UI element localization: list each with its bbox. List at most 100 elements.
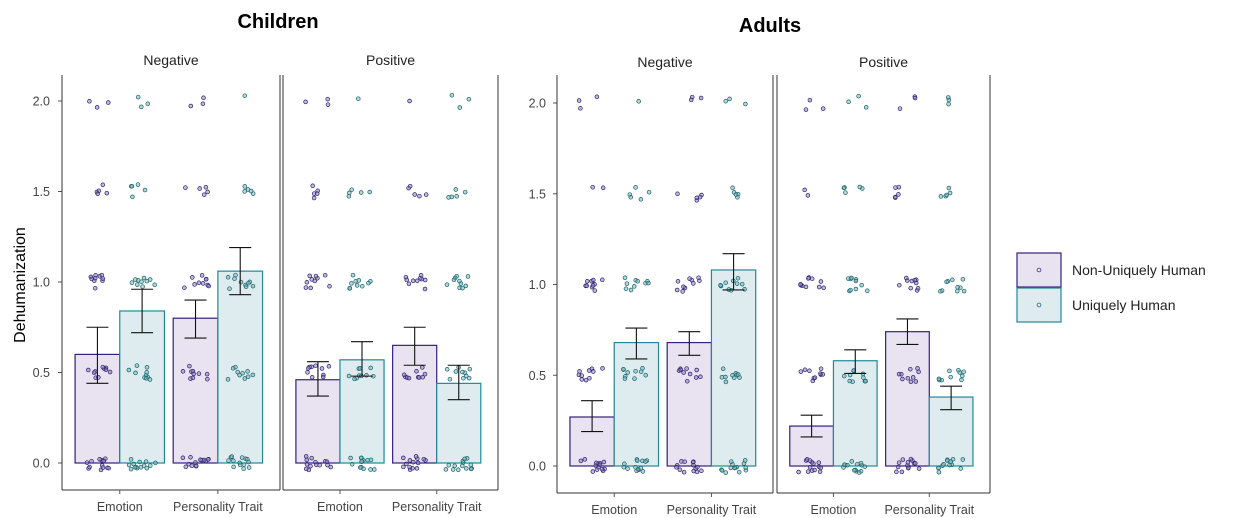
data-point-uniquely-human <box>133 370 138 376</box>
data-point-non-uniquely-human <box>816 284 822 290</box>
data-point-non-uniquely-human <box>578 106 583 111</box>
data-point-non-uniquely-human <box>326 364 332 369</box>
data-point-non-uniquely-human <box>807 97 813 103</box>
y-tick-label: 1.0 <box>33 276 50 290</box>
data-point-non-uniquely-human <box>310 183 315 189</box>
data-point-uniquely-human <box>727 96 732 102</box>
data-point-non-uniquely-human <box>803 284 809 290</box>
data-point-non-uniquely-human <box>680 289 685 294</box>
data-point-uniquely-human <box>743 465 748 471</box>
data-point-non-uniquely-human <box>913 379 919 384</box>
facet-positive: Positive Emotion Personality Trait <box>776 54 991 517</box>
data-point-uniquely-human <box>739 281 745 287</box>
data-point-non-uniquely-human <box>820 372 826 377</box>
data-point-uniquely-human <box>936 376 942 382</box>
data-point-uniquely-human <box>242 376 248 381</box>
data-point-uniquely-human <box>938 194 944 199</box>
data-point-uniquely-human <box>446 462 452 468</box>
data-point-non-uniquely-human <box>916 369 921 375</box>
data-point-uniquely-human <box>646 280 651 286</box>
x-tick-label: Emotion <box>97 500 143 514</box>
data-point-non-uniquely-human <box>100 465 106 470</box>
data-point-uniquely-human <box>719 468 725 473</box>
data-point-non-uniquely-human <box>583 377 589 383</box>
data-point-non-uniquely-human <box>803 107 809 112</box>
legend-swatch <box>1016 252 1062 288</box>
data-point-uniquely-human <box>452 463 457 469</box>
data-point-non-uniquely-human <box>311 195 317 201</box>
data-point-non-uniquely-human <box>820 106 826 111</box>
data-point-non-uniquely-human <box>687 276 692 281</box>
data-point-uniquely-human <box>625 466 630 471</box>
data-point-non-uniquely-human <box>817 469 823 475</box>
data-point-uniquely-human <box>625 370 630 375</box>
x-tick-label: Emotion <box>317 500 363 514</box>
data-point-non-uniquely-human <box>401 464 406 470</box>
data-point-non-uniquely-human <box>92 275 98 281</box>
legend-label: Non-Uniquely Human <box>1072 262 1206 278</box>
data-point-non-uniquely-human <box>816 460 822 465</box>
data-point-non-uniquely-human <box>579 373 584 378</box>
data-point-non-uniquely-human <box>412 192 417 197</box>
data-point-non-uniquely-human <box>193 460 198 465</box>
data-point-uniquely-human <box>246 459 251 465</box>
data-point-uniquely-human <box>622 461 627 467</box>
y-tick-label: 1.0 <box>529 278 546 292</box>
data-point-uniquely-human <box>137 459 142 465</box>
data-point-uniquely-human <box>237 462 243 468</box>
data-point-non-uniquely-human <box>916 466 922 471</box>
bar-uniquely-human <box>119 310 166 464</box>
data-point-uniquely-human <box>936 469 942 475</box>
data-point-uniquely-human <box>845 462 850 468</box>
data-point-uniquely-human <box>153 460 158 466</box>
bar-uniquely-human <box>832 360 878 467</box>
data-point-non-uniquely-human <box>821 285 826 291</box>
y-tick-label: 2.0 <box>529 97 546 111</box>
data-point-uniquely-human <box>961 288 967 294</box>
data-point-uniquely-human <box>732 465 737 471</box>
data-point-non-uniquely-human <box>407 464 412 470</box>
data-point-uniquely-human <box>356 278 362 283</box>
data-point-uniquely-human <box>144 365 150 370</box>
data-point-non-uniquely-human <box>896 371 902 377</box>
data-point-non-uniquely-human <box>677 467 683 473</box>
data-point-non-uniquely-human <box>695 464 700 470</box>
data-point-non-uniquely-human <box>201 457 207 463</box>
data-point-non-uniquely-human <box>687 371 693 377</box>
data-point-non-uniquely-human <box>200 281 206 286</box>
data-point-uniquely-human <box>145 101 151 107</box>
data-point-uniquely-human <box>132 465 138 470</box>
data-point-non-uniquely-human <box>592 288 598 293</box>
data-point-uniquely-human <box>147 277 153 282</box>
data-point-non-uniquely-human <box>304 280 310 285</box>
bar-uniquely-human <box>217 270 264 464</box>
data-point-non-uniquely-human <box>593 463 599 468</box>
data-point-non-uniquely-human <box>404 277 409 283</box>
data-point-uniquely-human <box>463 283 469 289</box>
data-point-uniquely-human <box>134 363 140 368</box>
data-point-non-uniquely-human <box>410 278 416 284</box>
data-point-uniquely-human <box>248 188 254 194</box>
data-point-uniquely-human <box>865 288 870 294</box>
data-point-non-uniquely-human <box>107 369 113 375</box>
data-point-uniquely-human <box>366 280 371 286</box>
data-point-non-uniquely-human <box>600 366 605 371</box>
data-point-uniquely-human <box>367 189 372 195</box>
data-point-non-uniquely-human <box>183 185 188 190</box>
data-point-uniquely-human <box>352 376 357 382</box>
data-point-uniquely-human <box>135 282 140 287</box>
data-point-non-uniquely-human <box>577 369 582 374</box>
facet-label: Negative <box>637 54 692 70</box>
data-point-non-uniquely-human <box>584 279 590 284</box>
data-point-uniquely-human <box>241 462 247 467</box>
data-point-uniquely-human <box>449 92 455 98</box>
data-point-uniquely-human <box>947 368 952 374</box>
data-point-non-uniquely-human <box>205 376 210 382</box>
data-point-uniquely-human <box>231 464 236 470</box>
data-point-uniquely-human <box>623 286 629 291</box>
data-point-non-uniquely-human <box>99 272 105 278</box>
data-point-non-uniquely-human <box>908 285 913 291</box>
data-point-uniquely-human <box>460 285 465 291</box>
data-point-uniquely-human <box>938 289 943 294</box>
data-point-non-uniquely-human <box>600 185 606 191</box>
